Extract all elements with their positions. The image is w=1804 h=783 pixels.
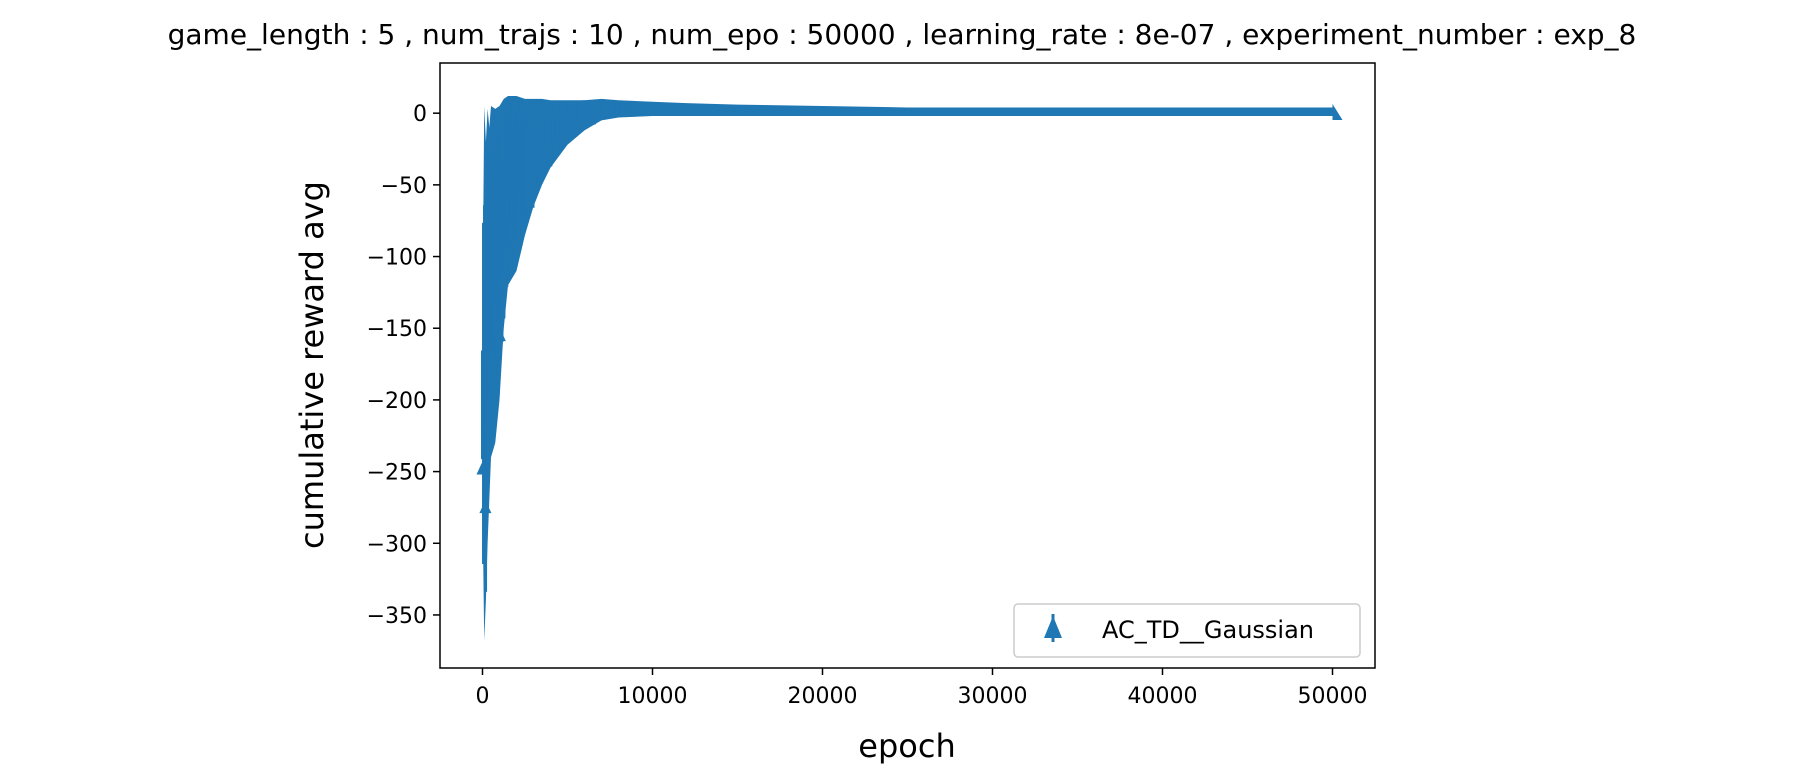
error-cap-marker	[488, 380, 501, 394]
x-axis: 0 10000 20000 30000 40000 50000	[476, 668, 1368, 709]
plot-frame	[439, 62, 1376, 669]
x-tick-label: 30000	[958, 684, 1028, 709]
x-tick-label: 50000	[1298, 684, 1368, 709]
y-tick-label: −300	[367, 532, 427, 557]
y-tick-label: 0	[413, 102, 427, 127]
error-cap-marker	[479, 500, 492, 514]
x-tick-label: 10000	[618, 684, 688, 709]
y-tick-label: −350	[367, 604, 427, 629]
legend-box	[1013, 603, 1361, 658]
error-cap-marker	[496, 273, 509, 287]
legend-label: AC_TD__Gaussian	[1102, 616, 1314, 644]
x-tick-label: 0	[476, 684, 490, 709]
error-cap-marker	[485, 349, 498, 363]
y-tick-label: −250	[367, 461, 427, 486]
y-axis-label: cumulative reward avg	[293, 181, 331, 549]
chart-title: game_length : 5 , num_trajs : 10 , num_e…	[168, 18, 1637, 51]
error-cap-marker	[493, 328, 506, 342]
y-tick-label: −100	[367, 246, 427, 271]
x-tick-label: 40000	[1128, 684, 1198, 709]
x-axis-label: epoch	[858, 727, 955, 765]
y-tick-label: −150	[367, 317, 427, 342]
plot-area	[476, 95, 1343, 641]
legend: AC_TD__Gaussian	[1013, 603, 1361, 658]
series-AC_TD__Gaussian	[476, 95, 1343, 641]
x-tick-label: 20000	[788, 684, 858, 709]
error-cap-marker	[1332, 104, 1343, 121]
y-axis: 0 −50 −100 −150 −200 −250 −300 −350	[367, 102, 440, 629]
y-tick-label: −50	[381, 174, 427, 199]
error-cap-marker	[476, 461, 489, 475]
y-tick-label: −200	[367, 389, 427, 414]
legend-marker-icon	[1044, 614, 1062, 642]
series-envelope	[482, 95, 1333, 641]
error-cap-marker	[482, 418, 495, 432]
